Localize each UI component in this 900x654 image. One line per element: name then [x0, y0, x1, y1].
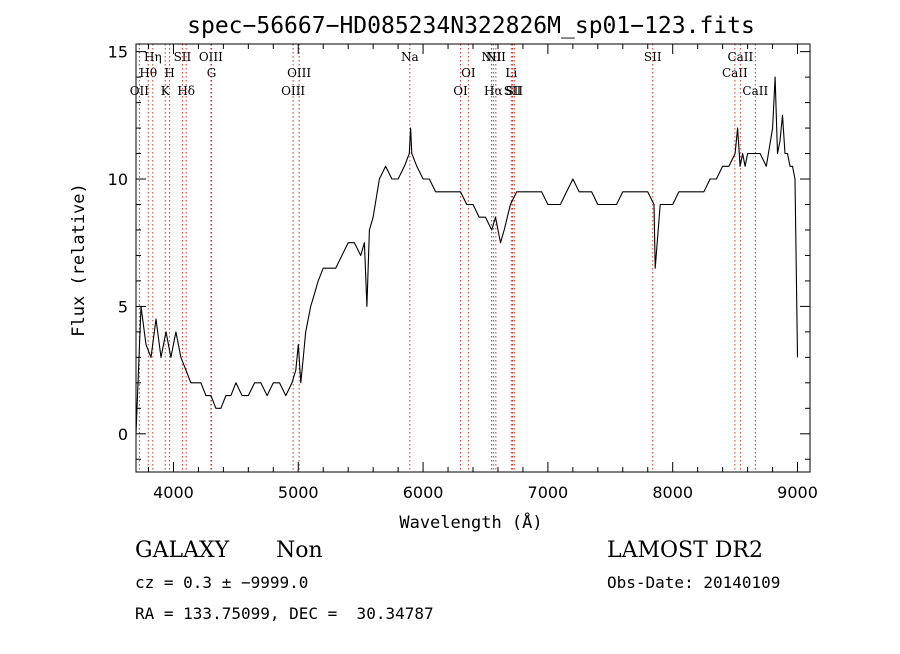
line-label-13: OI — [461, 66, 476, 80]
line-label-23: CaII — [742, 84, 768, 98]
line-label-5: SII — [174, 50, 192, 64]
x-axis-label: Wavelength (Å) — [399, 511, 542, 533]
survey-name: LAMOST DR2 — [607, 538, 763, 563]
line-label-20: SII — [644, 50, 662, 64]
line-label-11: Na — [401, 50, 419, 64]
chart-title: spec−56667−HD085234N322826M_sp01−123.fit… — [187, 13, 755, 39]
line-label-12: OI — [453, 84, 468, 98]
line-label-8: G — [207, 66, 217, 80]
axis-ticks: 4000 5000 6000 7000 8000 9000 0 5 10 15 — [108, 43, 818, 502]
line-label-10: OIII — [287, 66, 311, 80]
line-label-21: CaII — [722, 66, 748, 80]
line-label-14: NII — [481, 50, 501, 64]
x-tick-label-0: 4000 — [153, 483, 194, 502]
plot-frame — [135, 43, 811, 473]
observation-date: Obs-Date: 20140109 — [607, 573, 781, 592]
y-tick-label-2: 10 — [108, 170, 128, 189]
line-label-16: NII — [486, 50, 506, 64]
line-label-22: CaII — [727, 50, 753, 64]
line-label-1: Hθ — [139, 66, 157, 80]
line-label-4: H — [164, 66, 174, 80]
redshift-cz: cz = 0.3 ± −9999.0 — [135, 573, 309, 592]
x-tick-label-3: 7000 — [528, 483, 569, 502]
y-axis-label: Flux (relative) — [69, 183, 89, 337]
x-tick-label-1: 5000 — [278, 483, 319, 502]
y-tick-label-0: 0 — [118, 425, 128, 444]
y-tick-label-1: 5 — [118, 297, 128, 316]
object-class: GALAXY — [135, 538, 230, 563]
line-label-0: OII — [130, 84, 150, 98]
object-subclass: Non — [276, 538, 323, 563]
line-label-19: SII — [505, 84, 523, 98]
line-label-6: Hδ — [177, 84, 195, 98]
line-label-2: Hη — [144, 50, 162, 64]
line-label-18: SII — [504, 84, 522, 98]
line-label-17: Li — [505, 66, 517, 80]
x-tick-label-5: 9000 — [777, 483, 818, 502]
y-tick-label-3: 15 — [108, 43, 128, 62]
line-label-15: Hα — [484, 84, 503, 98]
x-tick-label-2: 6000 — [403, 483, 444, 502]
line-label-3: K — [161, 84, 171, 98]
spectrum-line — [135, 76, 799, 434]
x-tick-label-4: 8000 — [652, 483, 693, 502]
ra-dec: RA = 133.75099, DEC = 30.34787 — [135, 604, 434, 623]
line-label-9: OIII — [281, 84, 305, 98]
spectral-line-markers: OIIHθHηKHSIIHδOIIIGOIIIOIIINaOIOINIIHαNI… — [130, 44, 768, 472]
